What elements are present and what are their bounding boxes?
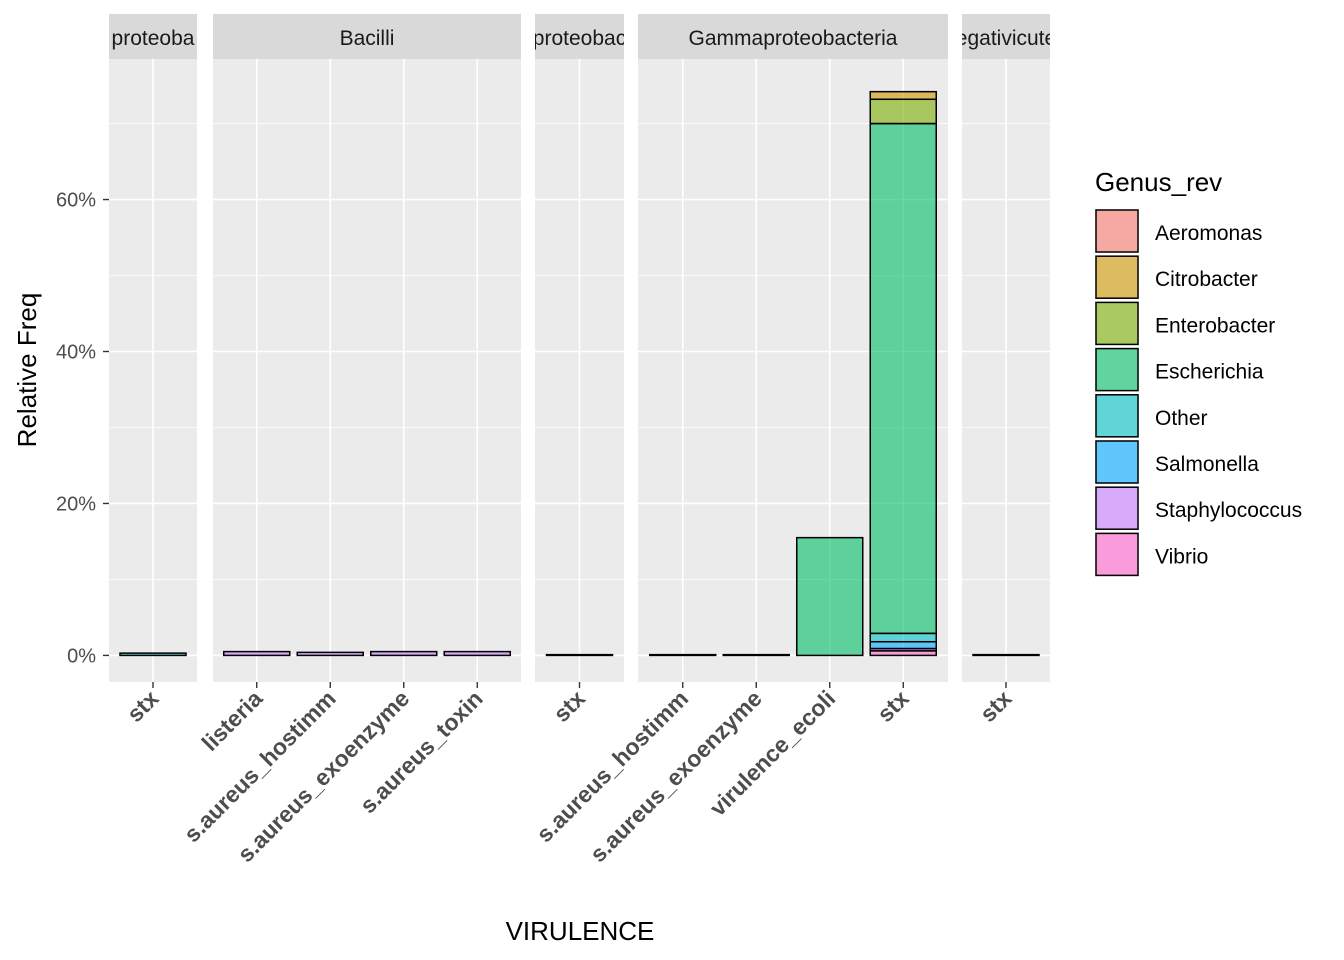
legend-swatch-escherichia	[1095, 347, 1139, 392]
facet-strip	[535, 14, 624, 59]
facet-panel: proteoba stx	[109, 14, 197, 727]
bar-segment-other	[649, 653, 717, 657]
legend-label: Citrobacter	[1155, 268, 1258, 291]
bar-segment-salmonella	[869, 640, 937, 650]
y-axis: 0% 20% 40% 60%	[56, 190, 109, 667]
facet-strip-label: Bacilli	[340, 27, 395, 50]
legend-swatch-enterobacter	[1095, 301, 1139, 346]
facet-strip	[638, 14, 948, 59]
legend: Genus_rev Aeromonas Citrobacter Enterobact…	[1095, 167, 1302, 577]
facet-strip-label: proteoba	[112, 27, 195, 50]
x-tick-label: virulence_ecoli	[704, 685, 840, 821]
panels-layer: proteobastxBacillilisterias.aureus_hosti…	[109, 14, 1056, 867]
bar-segment-escherichia	[796, 536, 864, 657]
facet-strip	[213, 14, 521, 59]
facet-panel: proteobac stx	[533, 14, 626, 727]
y-tick-label: 60%	[56, 190, 96, 212]
legend-swatch-vibrio	[1095, 532, 1139, 577]
legend-title: Genus_rev	[1095, 167, 1222, 197]
legend-label: Enterobacter	[1155, 314, 1275, 337]
facet-strip	[962, 14, 1050, 59]
bar-segment-escherichia	[869, 122, 937, 635]
bar-segment-citrobacter	[869, 90, 937, 101]
bar-segment-other	[545, 653, 614, 657]
legend-label: Escherichia	[1155, 361, 1264, 384]
y-tick-label: 0%	[67, 645, 96, 667]
bar-segment-staphylococcus	[370, 650, 438, 657]
panel-background	[213, 59, 521, 682]
facet-panel: Bacillilisterias.aureus_hostimms.aureus_…	[179, 14, 521, 867]
facet-strip-label: Gammaproteobacteria	[689, 27, 898, 50]
legend-swatch-aeromonas	[1095, 209, 1139, 253]
x-tick-label: stx	[872, 685, 914, 727]
bar-segment-other	[869, 632, 937, 643]
y-tick-label: 20%	[56, 493, 96, 515]
legend-label: Staphylococcus	[1155, 499, 1302, 522]
facet-panel: egativicute stx	[956, 14, 1056, 727]
facet-strip-label: proteobac	[533, 27, 626, 50]
y-tick-label: 40%	[56, 342, 96, 364]
bar-segment-staphylococcus	[443, 650, 511, 657]
legend-label: Vibrio	[1155, 545, 1208, 568]
legend-swatch-citrobacter	[1095, 255, 1139, 299]
bar-segment-other	[972, 653, 1040, 657]
legend-label: Aeromonas	[1155, 222, 1262, 245]
x-tick-label: stx	[122, 685, 164, 727]
x-axis-title: VIRULENCE	[506, 916, 655, 946]
facet-strip	[109, 14, 197, 59]
x-tick-label: listeria	[196, 685, 267, 756]
bar-segment-staphylococcus	[296, 651, 364, 657]
legend-label: Salmonella	[1155, 453, 1259, 476]
bar-segment-staphylococcus	[223, 650, 291, 657]
x-tick-label: stx	[975, 685, 1017, 727]
y-axis-title: Relative Freq	[12, 293, 42, 448]
bar-segment-enterobacter	[869, 98, 937, 125]
bar-segment-other	[722, 653, 790, 657]
facet-strip-label: egativicute	[956, 27, 1056, 50]
legend-label: Other	[1155, 407, 1208, 430]
legend-swatch-other	[1095, 394, 1139, 438]
legend-swatch-staphylococcus	[1095, 486, 1139, 530]
bar-segment-other	[119, 652, 187, 657]
x-tick-label: stx	[548, 685, 590, 727]
legend-swatch-salmonella	[1095, 440, 1139, 484]
